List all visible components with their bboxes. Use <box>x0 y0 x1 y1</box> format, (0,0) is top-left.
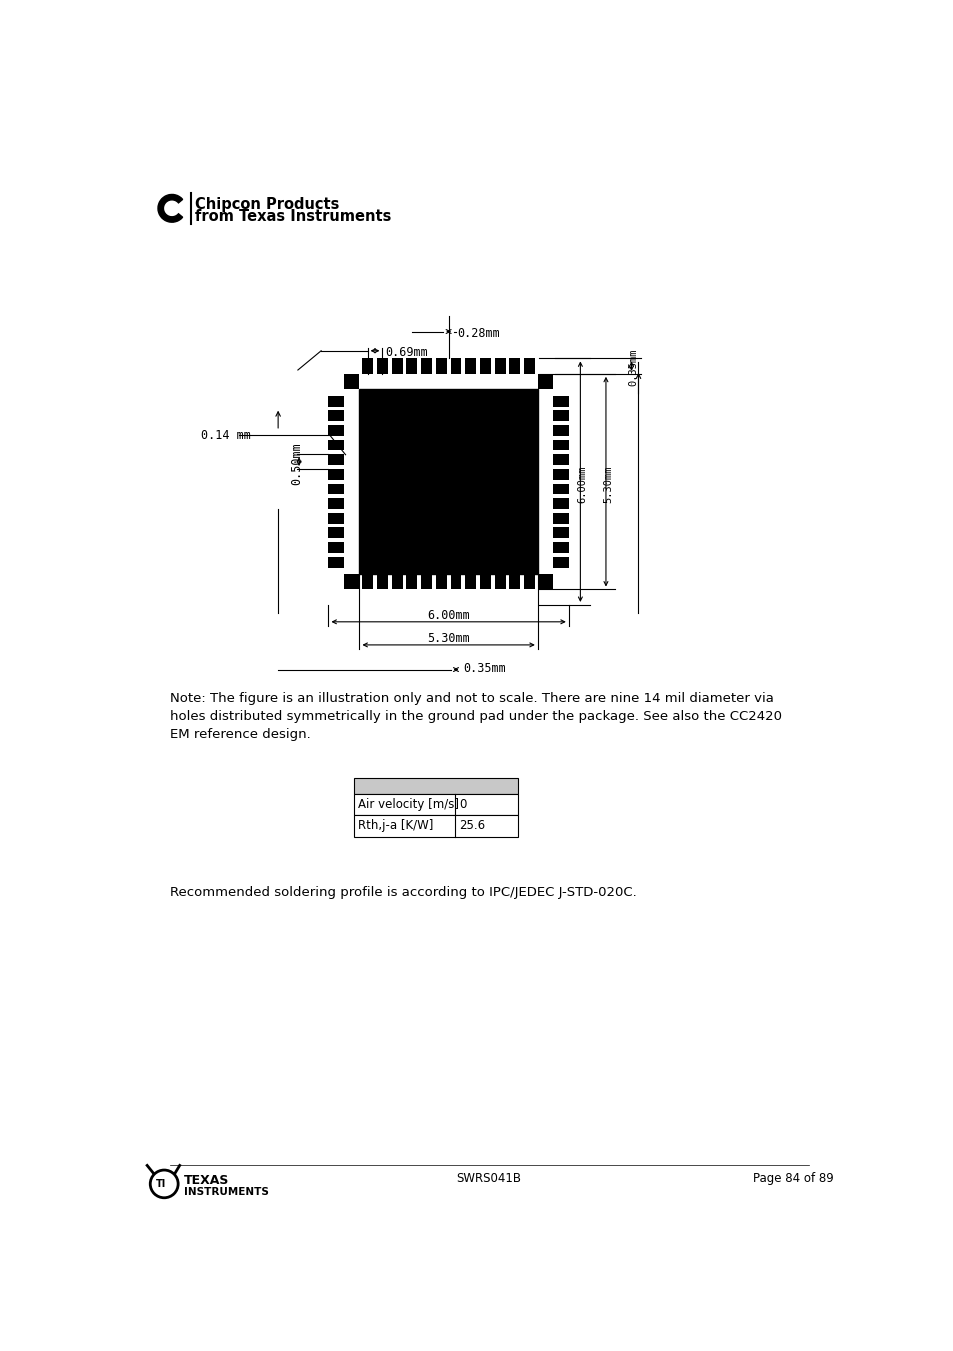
Text: 0.14 mm: 0.14 mm <box>200 430 251 442</box>
Text: 0.28mm: 0.28mm <box>456 327 499 339</box>
Bar <box>359 389 537 574</box>
Text: 0.50mm: 0.50mm <box>290 442 303 485</box>
Bar <box>509 358 519 374</box>
Bar <box>406 574 416 589</box>
Bar <box>420 574 432 589</box>
Bar <box>362 358 373 374</box>
Text: SWRS041B: SWRS041B <box>456 1173 521 1185</box>
Bar <box>344 374 359 389</box>
Bar <box>479 358 491 374</box>
Bar <box>328 426 344 436</box>
Bar <box>328 557 344 567</box>
Bar <box>328 513 344 524</box>
Bar <box>328 396 344 407</box>
Bar <box>523 358 535 374</box>
Bar <box>553 484 568 494</box>
Bar <box>495 358 505 374</box>
Bar <box>420 358 432 374</box>
Bar <box>465 574 476 589</box>
Text: 25.6: 25.6 <box>459 819 485 832</box>
Text: Chipcon Products: Chipcon Products <box>195 197 339 212</box>
Text: 0: 0 <box>459 798 466 811</box>
Bar <box>328 469 344 480</box>
Bar <box>553 396 568 407</box>
Bar <box>354 778 517 793</box>
Text: 5.30mm: 5.30mm <box>602 465 613 503</box>
Bar <box>553 542 568 553</box>
Text: Note: The figure is an illustration only and not to scale. There are nine 14 mil: Note: The figure is an illustration only… <box>170 692 781 740</box>
Text: 6.00mm: 6.00mm <box>578 465 587 503</box>
Bar <box>328 411 344 422</box>
Bar <box>553 411 568 422</box>
Bar <box>465 358 476 374</box>
Bar <box>392 574 402 589</box>
Bar <box>362 574 373 589</box>
Bar <box>495 574 505 589</box>
Text: 0.35mm: 0.35mm <box>463 662 506 674</box>
Text: Recommended soldering profile is according to IPC/JEDEC J-STD-020C.: Recommended soldering profile is accordi… <box>170 886 636 898</box>
Bar <box>328 484 344 494</box>
Bar <box>479 574 491 589</box>
Text: from Texas Instruments: from Texas Instruments <box>195 209 391 224</box>
Bar <box>553 557 568 567</box>
Bar <box>354 793 517 815</box>
Text: Page 84 of 89: Page 84 of 89 <box>752 1173 833 1185</box>
Text: TEXAS: TEXAS <box>183 1174 229 1188</box>
Wedge shape <box>158 195 182 222</box>
Text: 5.30mm: 5.30mm <box>427 632 470 646</box>
Text: 0.69mm: 0.69mm <box>385 346 428 359</box>
Bar <box>376 358 387 374</box>
Bar <box>537 574 553 589</box>
Bar <box>553 527 568 538</box>
Bar <box>392 358 402 374</box>
Text: TI: TI <box>155 1179 166 1189</box>
Text: INSTRUMENTS: INSTRUMENTS <box>183 1186 268 1197</box>
Text: Rth,j-a [K/W]: Rth,j-a [K/W] <box>357 819 433 832</box>
Bar <box>553 469 568 480</box>
Bar <box>376 574 387 589</box>
Text: 6.00mm: 6.00mm <box>427 609 470 623</box>
Text: 0.35mm: 0.35mm <box>628 349 639 385</box>
Bar <box>553 454 568 465</box>
Bar <box>344 574 359 589</box>
Bar <box>406 358 416 374</box>
Bar <box>328 499 344 509</box>
Bar <box>450 358 461 374</box>
Bar <box>328 439 344 450</box>
Bar <box>553 513 568 524</box>
Bar <box>436 574 446 589</box>
Bar <box>553 499 568 509</box>
Bar <box>537 374 553 389</box>
Bar <box>354 815 517 836</box>
Circle shape <box>156 1177 172 1192</box>
Bar <box>328 527 344 538</box>
Bar <box>509 574 519 589</box>
Bar <box>523 574 535 589</box>
Text: Air velocity [m/s]: Air velocity [m/s] <box>357 798 458 811</box>
Bar <box>553 426 568 436</box>
Bar <box>328 542 344 553</box>
Bar <box>450 574 461 589</box>
Bar <box>553 439 568 450</box>
Bar <box>436 358 446 374</box>
Bar <box>328 454 344 465</box>
